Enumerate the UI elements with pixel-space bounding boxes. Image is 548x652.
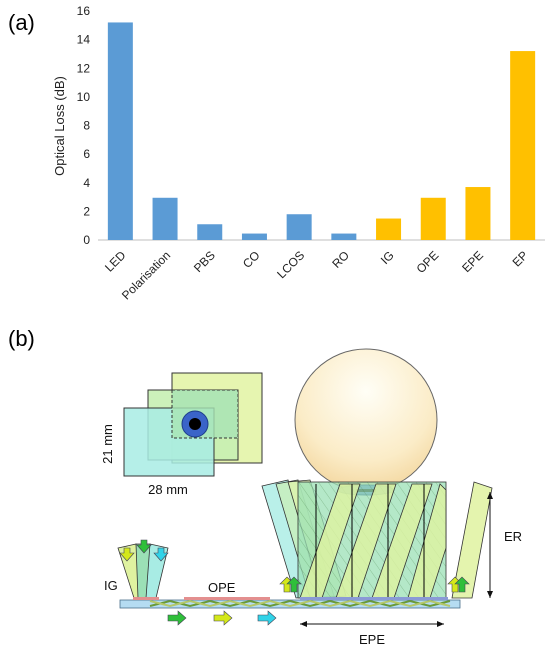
bars-group: [107, 22, 536, 241]
outcoupling-arrow-right2-icon: [454, 576, 470, 593]
ope-label: OPE: [208, 580, 236, 595]
bar-epe: [465, 187, 491, 240]
epe-arrowhead-right-icon: [437, 621, 444, 627]
bar-pbs: [197, 224, 223, 240]
eyeball-sphere: [294, 348, 438, 492]
bar-lcos: [286, 214, 312, 240]
ig-grating: [133, 597, 159, 600]
dim-21mm-label: 21 mm: [100, 424, 115, 464]
propagation-arrow-cyan-icon: [257, 610, 277, 626]
ig-beam-cyan: [145, 543, 169, 599]
bar-co: [241, 233, 267, 240]
er-arrowhead-bottom-icon: [487, 591, 493, 598]
propagation-arrow-yellow-icon: [213, 610, 233, 626]
x-tick-label: EPE: [459, 248, 486, 275]
epe-grating: [300, 597, 448, 600]
chart-a: Optical Loss (dB) 0 2 4 6 8 10 12 14 16 LEDPolar…: [52, 4, 545, 302]
bar-ep: [510, 51, 536, 241]
bar-ope: [420, 197, 446, 240]
propagation-arrow-green-icon: [167, 610, 187, 626]
er-label: ER: [504, 529, 522, 544]
x-tick-label: RO: [329, 248, 352, 271]
x-tick-label: LED: [102, 248, 129, 275]
er-arrowhead-top-icon: [487, 492, 493, 499]
waveguide: [119, 576, 470, 626]
y-tick-label: 4: [83, 176, 90, 190]
y-tick-label: 16: [77, 4, 91, 18]
x-tick-label: IG: [378, 248, 397, 267]
y-axis: 0 2 4 6 8 10 12 14 16: [77, 4, 91, 247]
y-tick-label: 0: [83, 233, 90, 247]
exit-pupil-beams: [261, 479, 493, 599]
x-tick-label: Polarisation: [119, 248, 173, 302]
y-axis-title: Optical Loss (dB): [52, 76, 67, 176]
panel-a-label: (a): [8, 10, 35, 35]
y-tick-label: 14: [77, 33, 91, 47]
input-coupler-beams: [117, 539, 169, 599]
bar-ro: [331, 233, 357, 240]
dim-28mm-label: 28 mm: [148, 482, 188, 497]
x-tick-label: EP: [510, 248, 531, 269]
bar-ig: [376, 218, 402, 240]
bar-polarisation: [152, 197, 178, 240]
ig-arrow-yellow-icon: [119, 547, 135, 562]
fov-squares: 21 mm 28 mm: [100, 372, 263, 497]
tir-path-yellow: [149, 599, 451, 608]
y-tick-label: 8: [83, 119, 90, 133]
bar-led: [107, 22, 133, 241]
diagram-labels: IG OPE EPE ER: [104, 492, 522, 647]
eyeball: [294, 348, 438, 496]
x-tick-label: LCOS: [274, 248, 307, 281]
x-tick-label: CO: [240, 248, 263, 271]
y-tick-label: 2: [83, 204, 90, 218]
ope-grating: [184, 597, 270, 600]
y-tick-label: 12: [77, 61, 91, 75]
eye-pupil-icon: [189, 418, 201, 430]
ig-label: IG: [104, 578, 118, 593]
ig-arrow-green-icon: [136, 539, 152, 554]
ig-arrow-cyan-icon: [153, 547, 169, 562]
panel-b-label: (b): [8, 326, 35, 351]
outcoupling-arrow-left2-icon: [286, 576, 302, 593]
beam-yellow-right: [451, 481, 493, 599]
epe-arrowhead-left-icon: [300, 621, 307, 627]
x-tick-label: OPE: [414, 248, 442, 276]
y-tick-label: 10: [77, 90, 91, 104]
y-tick-label: 6: [83, 147, 90, 161]
x-tick-label: PBS: [191, 248, 218, 275]
epe-label: EPE: [359, 632, 385, 647]
